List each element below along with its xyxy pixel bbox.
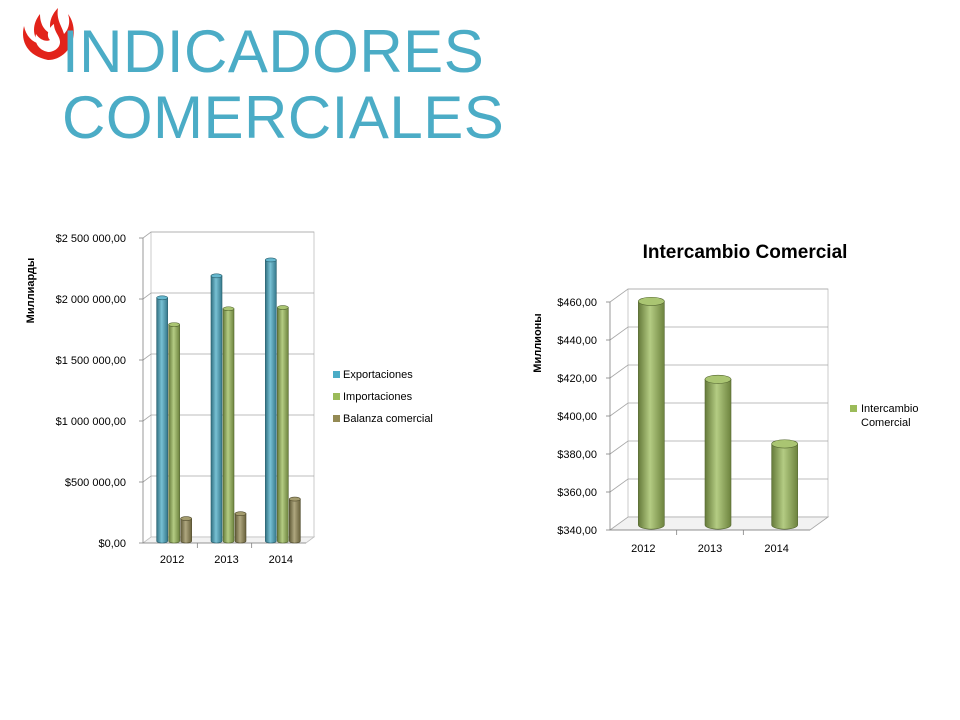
chart1-bar [168,322,180,544]
chart1-x-tick-label: 2014 [269,554,293,566]
chart2-x-tick-label: 2013 [698,543,722,555]
chart1-bar [222,306,235,544]
chart2-legend-swatch [850,405,857,412]
chart1-y-tick-label: $500 000,00 [65,477,126,489]
chart1-legend-swatch [333,371,340,378]
chart2-gridline [609,364,828,379]
chart1-legend-label: Balanza comercial [343,413,433,425]
chart2-gridline [609,440,828,455]
chart1-bar [234,511,247,544]
chart2-y-tick-label: $460,00 [557,297,597,309]
slide-title-line-2: COMERCIALES [62,84,505,151]
chart1-gridline [142,414,314,422]
chart2-legend: Intercambio Comercial [850,403,918,429]
chart2-legend-label: Intercambio [861,403,918,415]
slide-title-line-1: INDICADORES [62,18,485,85]
chart1-legend-label: Importaciones [343,391,413,403]
chart2-bar [704,374,732,530]
chart1-bar [289,496,301,544]
chart1-x-tick-label: 2012 [160,554,184,566]
chart2-y-tick-label: $360,00 [557,487,597,499]
chart2-gridline [609,478,828,493]
chart2-gridline [609,402,828,417]
chart2-y-tick-label: $340,00 [557,525,597,537]
chart2-gridline [609,326,828,341]
chart1-bar [265,257,277,544]
chart2-bar [771,439,798,530]
chart1-legend-swatch [333,393,340,400]
chart1-bar [277,305,289,544]
chart1-bar [210,273,223,544]
chart1-legend-label: Exportaciones [343,369,413,381]
chart2-y-tick-label: $420,00 [557,373,597,385]
university-logo [18,6,78,62]
chart1-y-tick-label: $1 000 000,00 [56,416,126,428]
chart2-plot: Intercambio Comercial $340,00 $360,00 $380,… [532,242,918,555]
chart2-x-tick-label: 2014 [764,543,788,555]
chart1-bar [156,295,168,544]
chart2-title: Intercambio Comercial [643,242,848,263]
chart1-y-tick-label: $2 500 000,00 [56,233,126,245]
chart1-x-tick-label: 2013 [214,554,238,566]
chart1-bar [180,516,192,544]
chart2-legend-label: Comercial [861,417,911,429]
chart2-y-tick-label: $440,00 [557,335,597,347]
chart1-y-tick-label: $1 500 000,00 [56,355,126,367]
chart1-gridline [142,231,314,239]
chart1-y-axis-label: Миллиарды [25,258,37,324]
chart1-legend: Exportaciones Importaciones Balanza comerc… [333,369,433,425]
chart2-y-tick-label: $400,00 [557,411,597,423]
chart1-gridline [142,353,314,361]
chart2-gridline [609,288,828,303]
chart2-y-axis-label: Миллионы [532,313,544,372]
chart1-gridline [142,475,314,483]
chart2-bar [638,296,665,530]
chart1-y-tick-label: $2 000 000,00 [56,294,126,306]
chart1-legend-swatch [333,415,340,422]
flame-logo-icon [23,8,74,60]
chart2-y-tick-label: $380,00 [557,449,597,461]
chart1-y-tick-label: $0,00 [98,538,126,550]
chart1-gridline [142,292,314,300]
chart2-x-tick-label: 2012 [631,543,655,555]
chart1-plot: $0,00 $500 000,00 $1 000 000,00 $1 500 000,… [25,231,433,566]
